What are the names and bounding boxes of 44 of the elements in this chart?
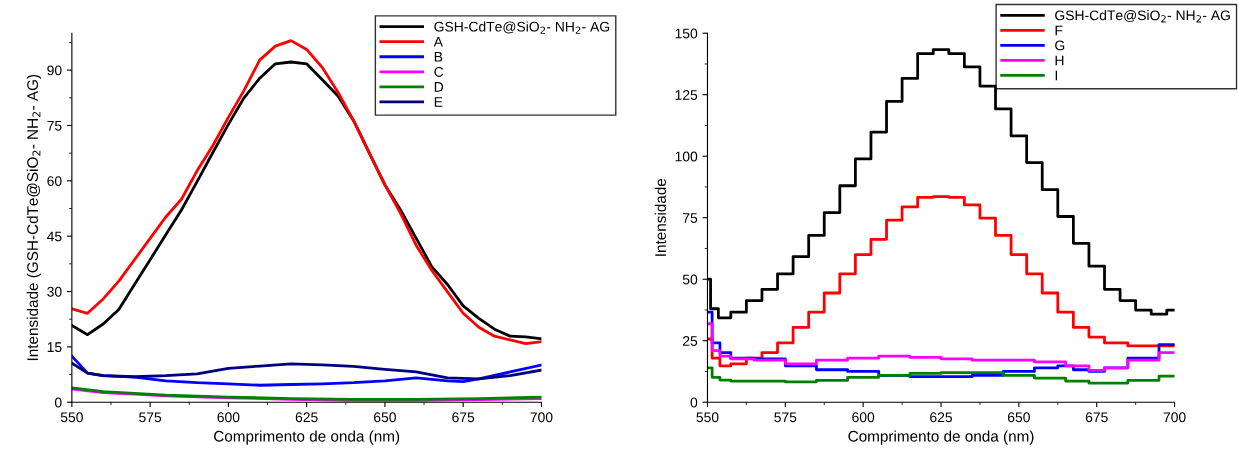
x-tick-label: 675 <box>1085 412 1108 423</box>
x-tick-label: 700 <box>1163 412 1186 423</box>
x-tick-label: 600 <box>852 412 875 423</box>
legend-label: I <box>1055 70 1058 81</box>
y-tick-label: 75 <box>47 120 62 131</box>
x-tick-label: 650 <box>1007 412 1030 423</box>
x-tick-label: 575 <box>774 412 797 423</box>
x-axis-title: Comprimento de onda (nm) <box>214 430 400 445</box>
x-tick-label: 625 <box>295 412 318 423</box>
legend-label: GSH-CdTe@SiO$_{2}$- NH$_{2}$- AG <box>1055 10 1230 23</box>
x-tick-label: 575 <box>139 412 162 423</box>
x-tick-label: 550 <box>696 412 719 423</box>
y-tick-label: 90 <box>47 65 62 76</box>
legend-label: D <box>434 82 444 92</box>
legend-label: GSH-CdTe@SiO$_{2}$- NH$_{2}$- AG <box>434 21 610 34</box>
y-tick-label: 25 <box>683 336 698 346</box>
legend-label: E <box>434 97 443 107</box>
y-tick-label: 50 <box>682 274 698 285</box>
y-axis-title: Intensidade <box>654 178 666 256</box>
legend-label: A <box>433 37 443 47</box>
x-tick-label: 625 <box>930 412 953 423</box>
y-tick-label: 0 <box>690 397 698 408</box>
x-tick-label: 675 <box>452 412 475 423</box>
legend-label: F <box>1055 25 1063 36</box>
y-tick-label: 75 <box>683 213 698 223</box>
y-tick-label: 125 <box>675 90 698 100</box>
y-tick-label: 60 <box>47 176 62 186</box>
y-tick-label: 100 <box>675 151 698 162</box>
y-tick-label: 150 <box>675 28 698 39</box>
x-tick-label: 550 <box>60 412 83 423</box>
y-tick-label: 15 <box>47 342 62 353</box>
line-series <box>71 361 542 381</box>
x-axis-title: Comprimento de onda (nm) <box>848 430 1034 445</box>
legend-label: H <box>1055 55 1064 66</box>
legend-label: G <box>1055 40 1065 51</box>
y-tick-label: 0 <box>54 397 62 408</box>
x-tick-label: 600 <box>217 412 240 423</box>
y-axis-title: Intensidade (GSH-CdTe@SiO$_{2}$- NH$_{2}$- AG) <box>26 74 42 361</box>
y-tick-label: 30 <box>47 286 62 297</box>
x-tick-label: 700 <box>530 412 553 423</box>
y-tick-label: 45 <box>47 231 62 242</box>
legend-label: C <box>434 66 444 77</box>
legend-label: B <box>434 52 443 62</box>
x-tick-label: 650 <box>374 412 396 423</box>
